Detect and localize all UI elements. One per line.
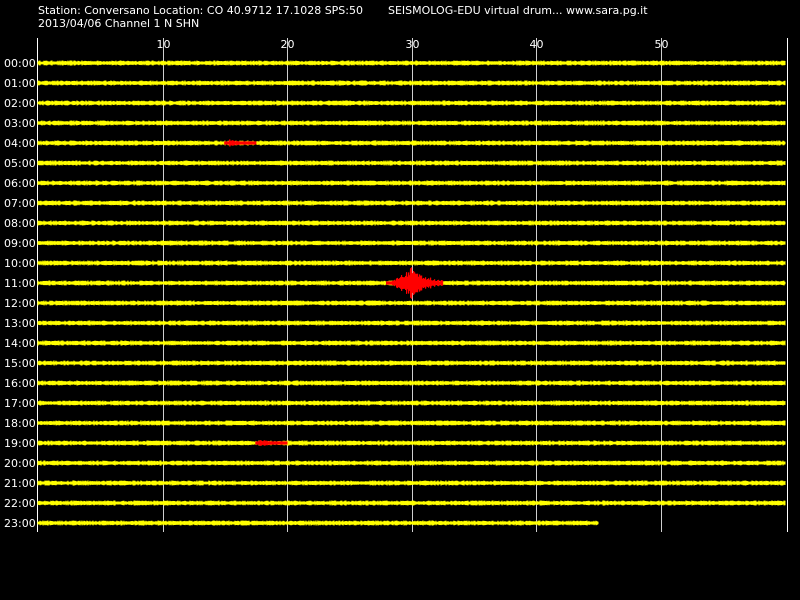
hour-trace	[37, 420, 786, 426]
hour-trace	[37, 160, 786, 166]
seismic-event-trace	[224, 139, 257, 147]
hour-trace	[37, 180, 786, 186]
hour-label: 14:00	[4, 337, 36, 350]
minute-tick-label: 10	[157, 38, 171, 51]
hour-trace	[37, 60, 786, 66]
hour-trace	[37, 340, 786, 346]
date-channel-info: 2013/04/06 Channel 1 N SHN	[38, 17, 200, 30]
station-info: Station: Conversano Location: CO 40.9712…	[38, 4, 363, 17]
hour-label: 11:00	[4, 277, 36, 290]
hour-trace	[37, 520, 599, 526]
hour-label: 00:00	[4, 57, 36, 70]
hour-label: 23:00	[4, 517, 36, 530]
minute-tick-label: 30	[406, 38, 420, 51]
hour-label: 05:00	[4, 157, 36, 170]
minute-tick-label: 40	[530, 38, 544, 51]
hour-label: 16:00	[4, 377, 36, 390]
hour-label: 06:00	[4, 177, 36, 190]
hour-trace	[37, 80, 786, 86]
hour-label: 02:00	[4, 97, 36, 110]
hour-trace	[37, 220, 786, 226]
brand-info: SEISMOLOG-EDU virtual drum... www.sara.p…	[388, 4, 648, 17]
hour-trace	[37, 400, 786, 406]
axis-labels: 10 20 30 40 50 00:00 01:00 02:00 03:00 04:00 05:00…	[4, 38, 669, 530]
hour-trace	[37, 500, 786, 506]
hour-label: 20:00	[4, 457, 36, 470]
hour-label: 19:00	[4, 437, 36, 450]
hour-trace	[37, 440, 786, 446]
hour-label: 04:00	[4, 137, 36, 150]
seismic-event-trace	[255, 439, 288, 447]
hour-label: 13:00	[4, 317, 36, 330]
hour-trace	[37, 260, 786, 266]
hour-trace	[37, 460, 786, 466]
hour-label: 08:00	[4, 217, 36, 230]
hour-label: 22:00	[4, 497, 36, 510]
minute-tick-label: 50	[655, 38, 669, 51]
seismic-event-trace	[386, 267, 444, 299]
hour-trace	[37, 360, 786, 366]
hour-trace	[37, 380, 786, 386]
hour-trace	[37, 140, 786, 146]
minute-tick-label: 20	[281, 38, 295, 51]
hour-label: 01:00	[4, 77, 36, 90]
hour-label: 18:00	[4, 417, 36, 430]
hour-label: 21:00	[4, 477, 36, 490]
hour-label: 10:00	[4, 257, 36, 270]
hour-trace	[37, 100, 786, 106]
hour-label: 09:00	[4, 237, 36, 250]
hour-trace	[37, 300, 786, 306]
hour-trace	[37, 120, 786, 126]
hour-label: 12:00	[4, 297, 36, 310]
trace-lines	[37, 60, 786, 526]
hour-trace	[37, 480, 786, 486]
seismic-events	[224, 139, 444, 447]
hour-label: 17:00	[4, 397, 36, 410]
hour-label: 15:00	[4, 357, 36, 370]
hour-label: 07:00	[4, 197, 36, 210]
hour-trace	[37, 200, 786, 206]
hour-label: 03:00	[4, 117, 36, 130]
hour-trace	[37, 320, 786, 326]
hour-trace	[37, 240, 786, 246]
